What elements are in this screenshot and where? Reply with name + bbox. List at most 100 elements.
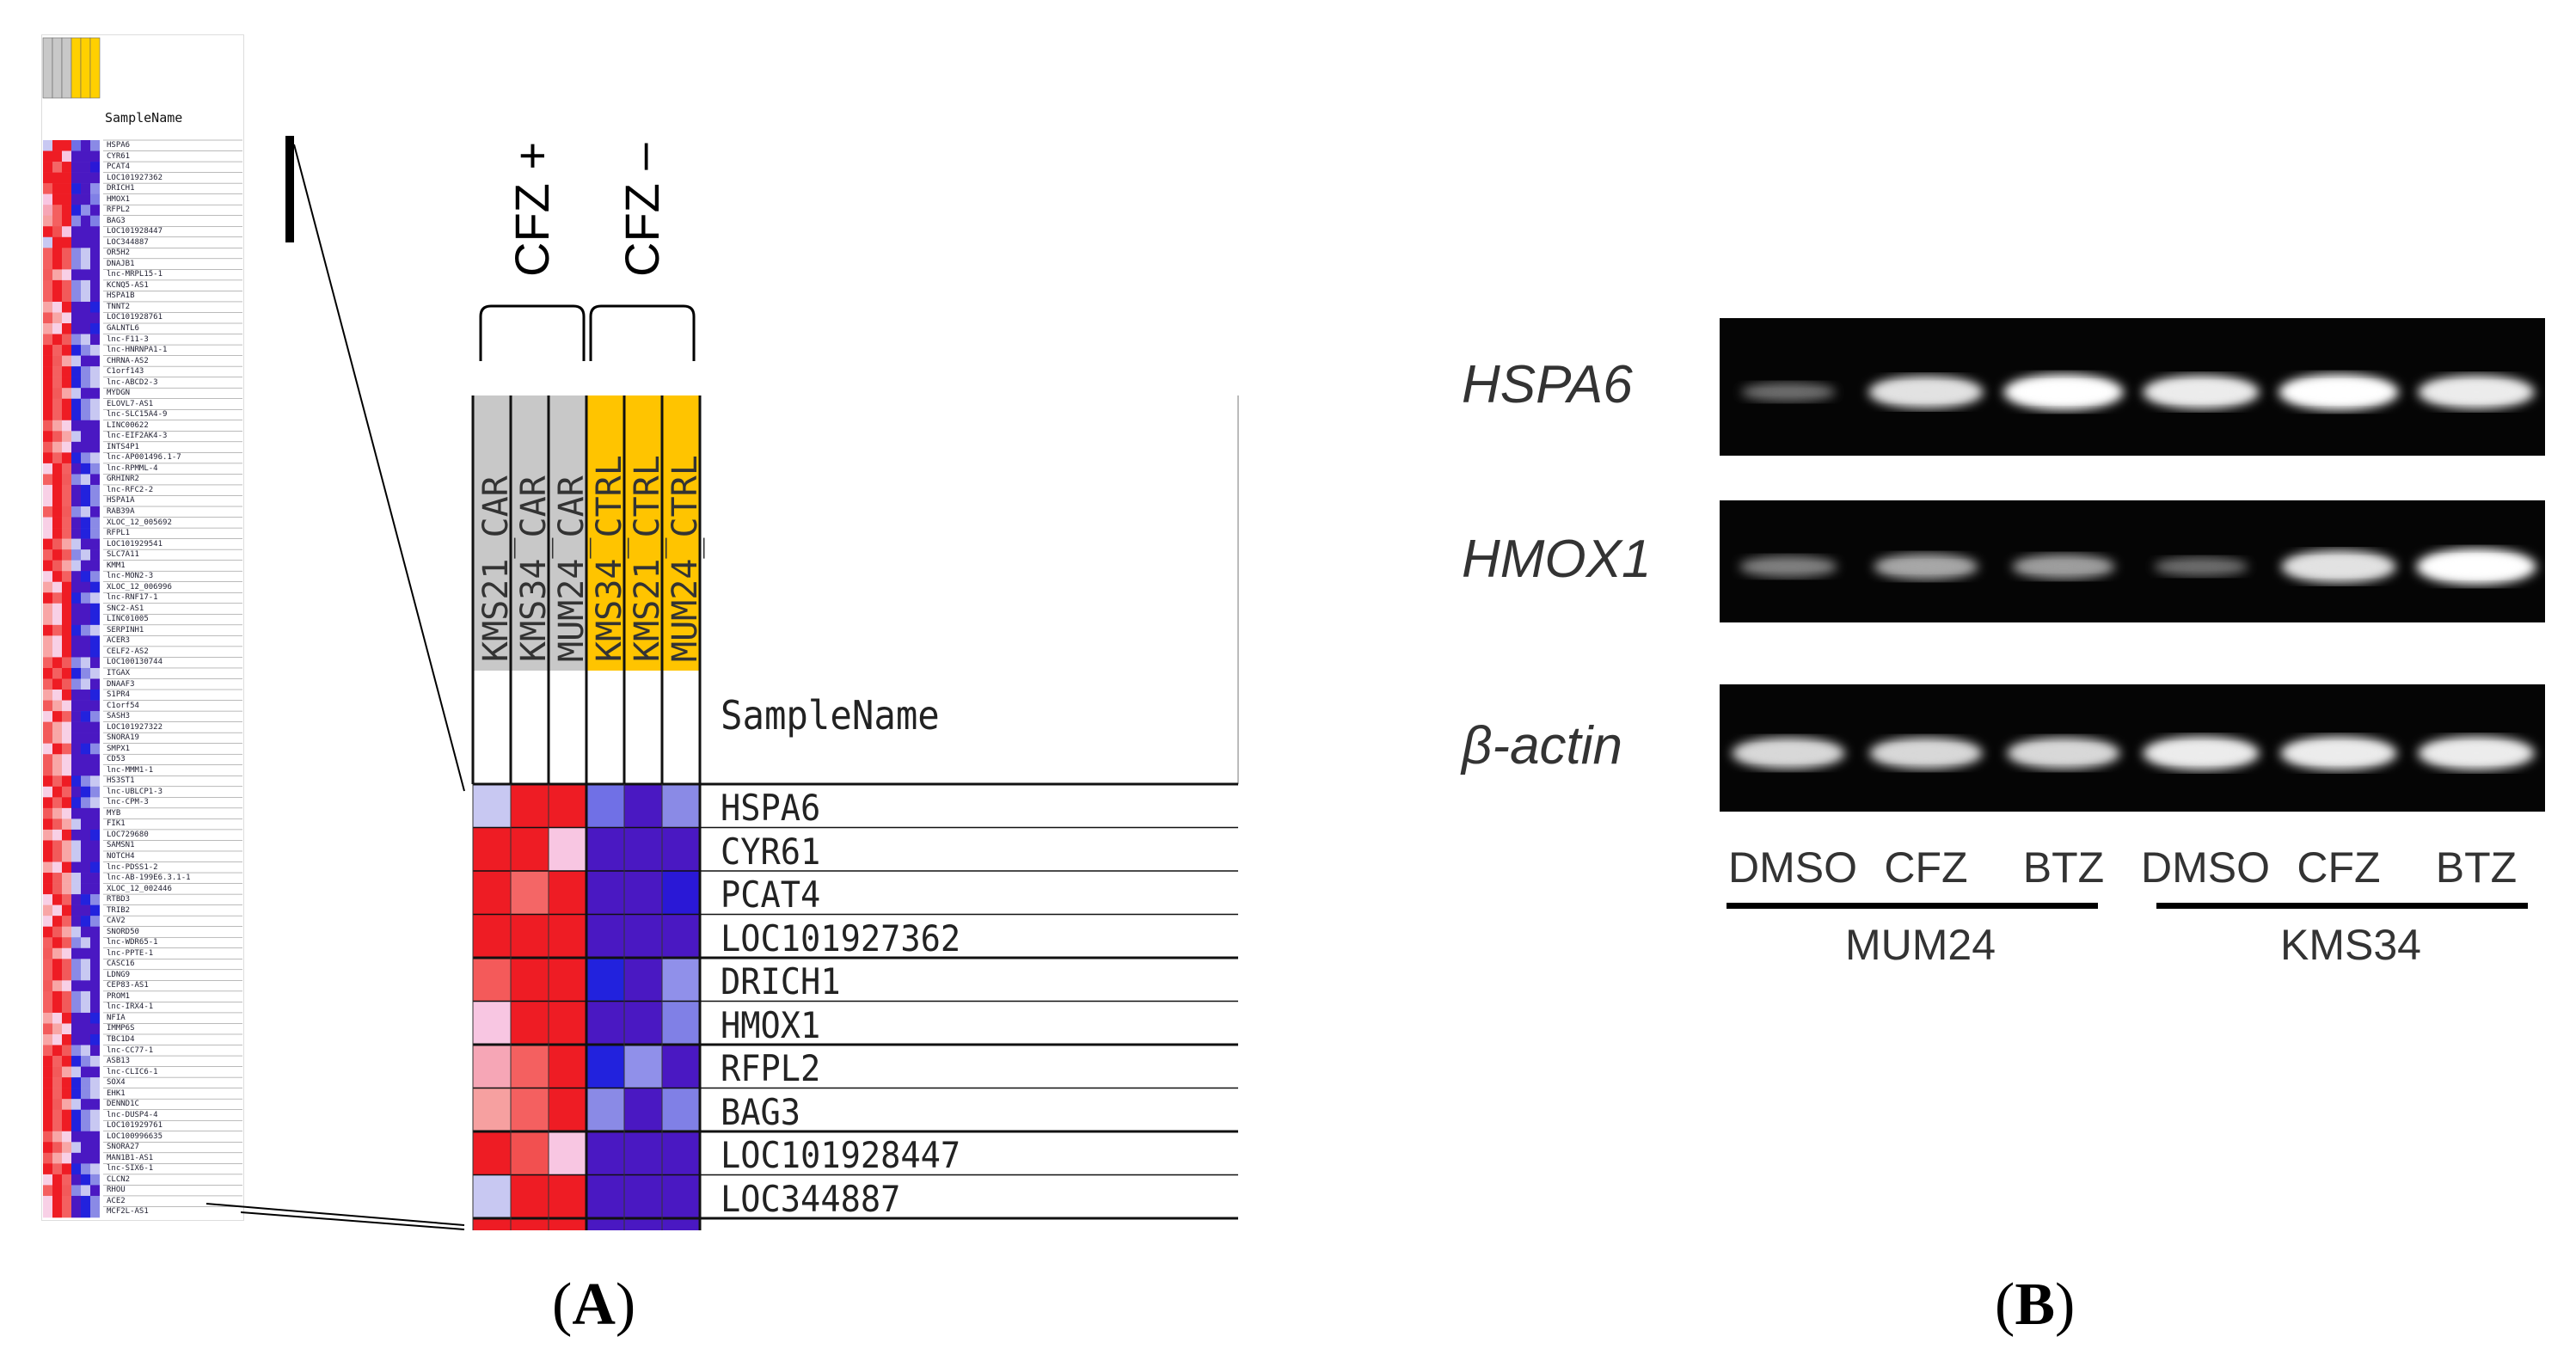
heatmap-cell [624, 1001, 662, 1045]
thumbnail-gene-label: CELF2-AS2 [107, 647, 149, 656]
thumbnail-cell [71, 776, 81, 788]
thumbnail-cell [43, 764, 52, 776]
thumbnail-cell [81, 850, 90, 862]
thumbnail-cell [43, 398, 52, 410]
thumbnail-cell [90, 721, 100, 733]
thumbnail-cell [90, 1033, 100, 1045]
thumbnail-gene-label: ACER3 [107, 636, 131, 646]
thumbnail-cell [52, 690, 62, 701]
thumbnail-cell [90, 248, 100, 260]
thumbnail-cell [71, 904, 81, 917]
thumbnail-cell [52, 1066, 62, 1078]
thumbnail-cell [62, 861, 71, 874]
thumbnail-cell [52, 754, 62, 766]
gel-band-core [1881, 744, 1971, 763]
heatmap-cell [473, 1001, 511, 1045]
thumbnail-cell [62, 150, 71, 162]
thumbnail-cell [71, 721, 81, 733]
thumbnail-cell [90, 614, 100, 626]
heatmap-cell [624, 784, 662, 828]
thumbnail-cell [90, 733, 100, 744]
thumbnail-gene-label: MCF2L-AS1 [107, 1207, 149, 1217]
gel-band-core [2024, 561, 2103, 573]
thumbnail-cell [71, 1077, 81, 1088]
thumbnail-cell [81, 797, 90, 809]
thumbnail-cell [52, 959, 62, 971]
thumbnail-cell [43, 463, 52, 475]
thumbnail-cell [81, 1152, 90, 1164]
thumbnail-cell [62, 733, 71, 744]
thumbnail-cell [52, 990, 62, 1002]
thumbnail-gene-label: ITGAX [107, 668, 131, 677]
thumbnail-cell [52, 1142, 62, 1154]
column-label: KMS21_CTRL [628, 455, 667, 662]
thumbnail-cell [90, 334, 100, 346]
thumbnail-cell [52, 538, 62, 550]
thumbnail-cell [81, 614, 90, 626]
heatmap-cell [624, 827, 662, 871]
gel-image [1720, 684, 2545, 812]
thumbnail-cell [43, 334, 52, 346]
thumbnail-cell [90, 1120, 100, 1132]
thumbnail-cell [81, 1174, 90, 1186]
heatmap-cell [473, 1045, 511, 1088]
heatmap-cell [549, 871, 586, 915]
thumbnail-cell [90, 506, 100, 518]
thumbnail-cell [52, 980, 62, 992]
thumbnail-cell [90, 1066, 100, 1078]
thumbnail-cell [90, 959, 100, 971]
thumbnail-cell [81, 388, 90, 400]
thumbnail-cell [43, 279, 52, 291]
thumbnail-cell [90, 797, 100, 809]
thumbnail-cell [62, 1088, 71, 1100]
thumbnail-cell [90, 1099, 100, 1110]
group-underline-mum24 [1727, 903, 2098, 909]
thumbnail-cell [81, 711, 90, 722]
group-label-mum24: MUM24 [1845, 921, 1996, 969]
thumbnail-cell [81, 291, 90, 303]
thumbnail-cell [43, 1012, 52, 1024]
thumbnail-gene-label: HSPA6 [107, 141, 131, 150]
thumbnail-cell [43, 894, 52, 905]
thumbnail-cell [71, 517, 81, 529]
thumbnail-cell [81, 279, 90, 291]
thumbnail-cell [71, 873, 81, 884]
lane-label: BTZ [2022, 843, 2105, 892]
heatmap-cell [473, 1088, 511, 1131]
thumbnail-gene-label: lnc-RNF17-1 [107, 593, 158, 603]
thumbnail-cell [81, 193, 90, 205]
thumbnail-cell [71, 150, 81, 162]
thumbnail-cell [52, 484, 62, 496]
heatmap-cell [473, 871, 511, 915]
thumbnail-cell [71, 549, 81, 561]
thumbnail-cell [52, 1045, 62, 1057]
thumbnail-cell [81, 334, 90, 346]
thumbnail-cell [81, 236, 90, 248]
thumbnail-cell [71, 215, 81, 227]
thumbnail-cell [62, 754, 71, 766]
thumbnail-cell [71, 1120, 81, 1132]
thumbnail-gene-label: XLOC_12_006996 [107, 582, 172, 592]
thumbnail-cell [52, 1012, 62, 1024]
thumbnail-cell [43, 614, 52, 626]
thumbnail-cell [81, 990, 90, 1002]
thumbnail-cell [52, 301, 62, 313]
thumbnail-cell [81, 301, 90, 313]
thumbnail-cell [43, 807, 52, 819]
thumbnail-cell [43, 1185, 52, 1197]
thumbnail-cell [43, 1120, 52, 1132]
thumbnail-cell [62, 581, 71, 593]
thumbnail-cell [90, 743, 100, 755]
thumbnail-cell [71, 420, 81, 432]
lane-label: BTZ [2435, 843, 2518, 892]
thumbnail-cell [62, 624, 71, 636]
thumbnail-cell [52, 1002, 62, 1014]
thumbnail-cell [90, 850, 100, 862]
thumbnail-cell [62, 786, 71, 798]
gene-label: LOC344887 [721, 1177, 901, 1220]
thumbnail-gene-label: SERPINH1 [107, 625, 144, 635]
thumbnail-cell [81, 549, 90, 561]
thumbnail-cell [81, 312, 90, 324]
thumbnail-cell [90, 1088, 100, 1100]
thumbnail-cell [90, 700, 100, 712]
